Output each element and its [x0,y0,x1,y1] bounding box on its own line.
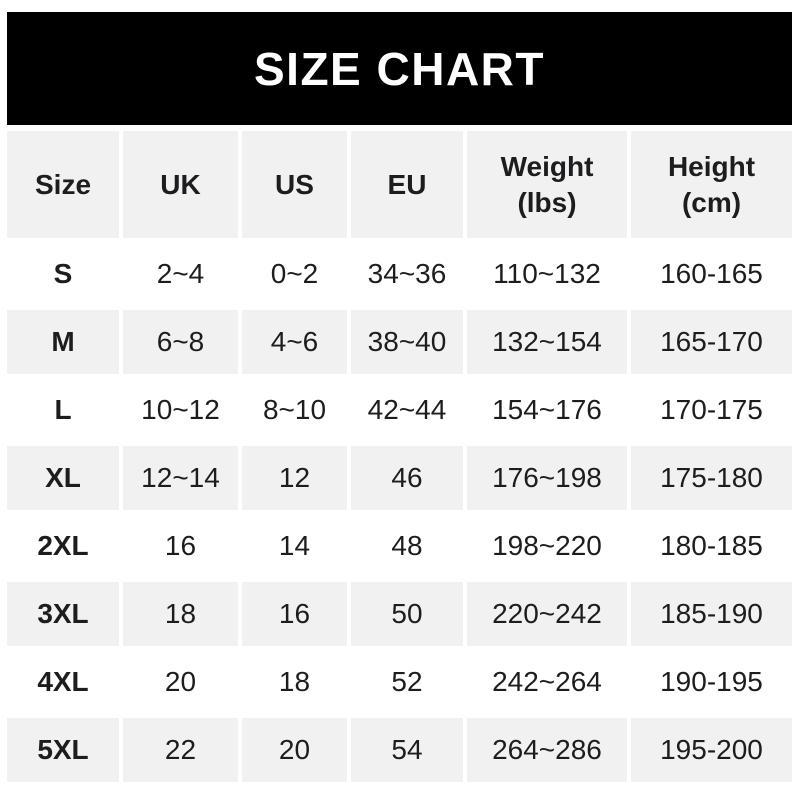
table-row-2xl: 2XL 16 14 48 198~220 180-185 [7,514,792,578]
table-row-l: L 10~12 8~10 42~44 154~176 170-175 [7,378,792,442]
height-cell: 160-165 [660,258,763,289]
height-cell: 195-200 [631,718,792,782]
weight-cell: 220~242 [467,582,627,646]
page-title: SIZE CHART [254,42,545,95]
weight-cell: 132~154 [467,310,627,374]
size-chart-table: Size UK US EU Weight (lbs) Height (cm) S 2… [7,131,792,782]
size-cell: M [7,310,119,374]
eu-cell: 42~44 [367,394,447,425]
eu-cell: 54 [351,718,463,782]
table-row-m: M 6~8 4~6 38~40 132~154 165-170 [7,310,792,374]
column-header-label: UK [160,168,201,200]
column-header-us: US [242,131,347,238]
size-cell: S [53,258,73,289]
us-cell: 4~6 [242,310,347,374]
uk-cell: 22 [123,718,238,782]
eu-cell: 38~40 [351,310,463,374]
uk-cell: 12~14 [123,446,238,510]
banner: SIZE CHART [7,12,792,125]
size-cell: 4XL [37,666,89,697]
height-cell: 185-190 [631,582,792,646]
us-cell: 16 [242,582,347,646]
height-cell: 180-185 [660,530,763,561]
eu-cell: 48 [391,530,423,561]
weight-cell: 242~264 [492,666,602,697]
weight-cell: 154~176 [492,394,602,425]
us-cell: 20 [242,718,347,782]
height-cell: 190-195 [660,666,763,697]
eu-cell: 46 [351,446,463,510]
weight-cell: 198~220 [492,530,602,561]
uk-cell: 6~8 [123,310,238,374]
weight-cell: 264~286 [467,718,627,782]
eu-cell: 52 [391,666,423,697]
column-header-sublabel: (cm) [681,186,742,218]
size-cell: 3XL [7,582,119,646]
table-row-5xl: 5XL 22 20 54 264~286 195-200 [7,718,792,782]
us-cell: 14 [278,530,311,561]
eu-cell: 34~36 [367,258,447,289]
column-header-uk: UK [123,131,238,238]
table-row-s: S 2~4 0~2 34~36 110~132 160-165 [7,242,792,306]
column-header-eu: EU [351,131,463,238]
weight-cell: 110~132 [493,258,601,289]
us-cell: 12 [242,446,347,510]
column-header-sublabel: (lbs) [517,186,577,218]
weight-cell: 176~198 [467,446,627,510]
uk-cell: 16 [164,530,197,561]
size-cell: 5XL [7,718,119,782]
uk-cell: 10~12 [141,394,220,425]
column-header-height: Height (cm) [631,131,792,238]
table-row-xl: XL 12~14 12 46 176~198 175-180 [7,446,792,510]
height-cell: 165-170 [631,310,792,374]
eu-cell: 50 [351,582,463,646]
size-cell: XL [7,446,119,510]
table-row-4xl: 4XL 20 18 52 242~264 190-195 [7,650,792,714]
height-cell: 175-180 [631,446,792,510]
uk-cell: 2~4 [156,258,205,289]
column-header-label: Height [667,150,756,182]
column-header-label: EU [387,168,427,200]
table-header-row: Size UK US EU Weight (lbs) Height (cm) [7,131,792,238]
us-cell: 0~2 [270,258,319,289]
column-header-size: Size [7,131,119,238]
us-cell: 18 [278,666,311,697]
table-row-3xl: 3XL 18 16 50 220~242 185-190 [7,582,792,646]
height-cell: 170-175 [660,394,763,425]
size-cell: 2XL [37,530,89,561]
us-cell: 8~10 [262,394,327,425]
column-header-label: Size [34,168,92,200]
column-header-label: Weight [500,150,594,182]
column-header-label: US [275,168,314,200]
uk-cell: 18 [123,582,238,646]
column-header-weight: Weight (lbs) [467,131,627,238]
size-cell: L [54,394,72,425]
uk-cell: 20 [164,666,197,697]
